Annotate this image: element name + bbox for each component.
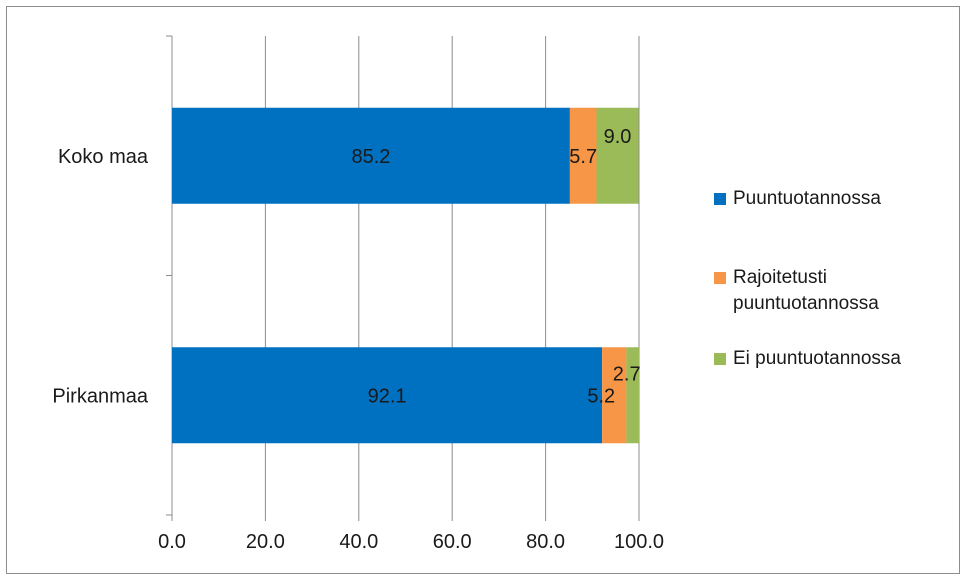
- bar-segment: [602, 347, 627, 444]
- data-label: 85.2: [351, 146, 390, 168]
- chart-frame: [6, 6, 960, 574]
- data-label: 92.1: [368, 385, 407, 407]
- legend-label: Ei puuntuotannossa: [733, 348, 901, 369]
- legend-label: Rajoitetusti puuntuotannossa: [733, 267, 879, 314]
- data-label: 5.2: [587, 385, 615, 407]
- data-label: 9.0: [604, 126, 632, 148]
- category-label: Pirkanmaa: [52, 385, 148, 407]
- bar-segment: [596, 107, 639, 204]
- bar-segment: [626, 347, 639, 444]
- x-tick-label: 100.0: [614, 531, 664, 553]
- x-tick-label: 20.0: [246, 531, 285, 553]
- legend-swatch-green: [714, 353, 726, 365]
- legend-item-puuntuotannossa: Puuntuotannossa: [714, 186, 948, 212]
- x-tick-label: 40.0: [339, 531, 378, 553]
- bar-segment: [172, 347, 603, 444]
- legend-item-ei-puuntuotannossa: Ei puuntuotannossa: [714, 346, 948, 372]
- legend-item-rajoitetusti: Rajoitetusti puuntuotannossa: [714, 265, 948, 317]
- category-label: Koko maa: [58, 146, 149, 168]
- legend-label: Puuntuotannossa: [733, 188, 881, 209]
- x-tick-label: 60.0: [433, 531, 472, 553]
- legend: Puuntuotannossa Rajoitetusti puuntuotann…: [714, 0, 964, 580]
- bar-segment: [569, 107, 597, 204]
- legend-swatch-blue: [714, 193, 726, 205]
- data-label: 5.7: [569, 146, 597, 168]
- x-tick-label: 0.0: [158, 531, 186, 553]
- legend-swatch-orange: [714, 272, 726, 284]
- bar-segment: [172, 107, 570, 204]
- x-tick-label: 80.0: [526, 531, 565, 553]
- data-label: 2.7: [613, 363, 641, 385]
